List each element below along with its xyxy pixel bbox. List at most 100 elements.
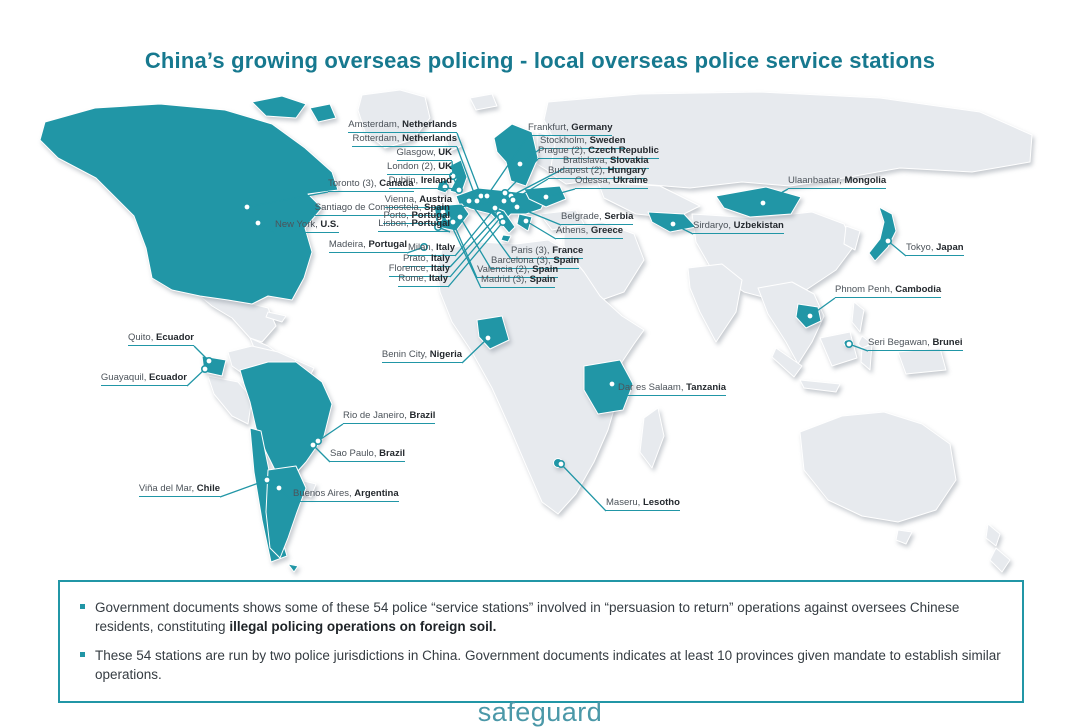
label-country: Spain: [532, 264, 559, 275]
label-city: Maseru,: [606, 497, 643, 508]
map-india: [687, 263, 743, 343]
map-label-guayaquil: Guayaquil, Ecuador: [100, 372, 187, 386]
bullet-square-icon: [80, 652, 85, 658]
label-city: Amsterdam,: [348, 119, 403, 130]
station-marker-dar-es-salaam: [607, 379, 616, 388]
label-city: Florence,: [388, 263, 431, 274]
label-country: Ireland: [420, 175, 452, 186]
note-2-text: These 54 stations are run by two police …: [95, 648, 1001, 683]
map-new-zealand-south: [989, 547, 1011, 573]
map-russia: [543, 91, 1033, 189]
label-city: Dar es Salaam,: [618, 382, 687, 393]
label-city: Seri Begawan,: [868, 337, 933, 348]
label-country: Portugal: [411, 210, 450, 221]
label-city: Odessa,: [575, 175, 614, 186]
map-borneo: [819, 331, 858, 367]
label-city: Rio de Janeiro,: [343, 410, 410, 421]
leader-line-madrid: [447, 217, 482, 289]
map-label-frankfurt: Frankfurt, Germany: [528, 122, 613, 136]
station-marker-valencia: [448, 218, 457, 227]
map-sumatra: [771, 347, 803, 378]
station-marker-madeira: [419, 243, 428, 252]
map-label-sirdaryo: Sirdaryo, Uzbekistan: [693, 220, 784, 234]
map-label-glasgow: Glasgow, UK: [396, 147, 452, 161]
station-marker-toronto: [243, 203, 252, 212]
label-country: Netherlands: [402, 133, 457, 144]
map-label-stockholm: Stockholm, Sweden: [540, 135, 626, 149]
station-marker-odessa: [541, 193, 550, 202]
map-label-prato: Prato, Italy: [402, 253, 450, 267]
label-city: Dublin,: [388, 175, 421, 186]
leader-line-maseru: [560, 463, 607, 512]
label-country: Germany: [571, 122, 613, 133]
station-marker-barcelona: [455, 213, 464, 222]
leader-line-phnom-penh: [809, 297, 836, 317]
bullet-square-icon: [80, 604, 85, 609]
map-label-bratislava: Bratislava, Slovakia: [563, 155, 649, 169]
label-country: Greece: [590, 225, 624, 236]
map-argentina: [265, 465, 307, 559]
station-marker-frankfurt: [482, 192, 491, 201]
label-country: Mongolia: [844, 175, 887, 186]
label-country: Argentina: [354, 488, 399, 499]
station-marker-benin-city: [483, 333, 492, 342]
label-city: Madrid (3),: [481, 274, 530, 285]
map-label-odessa: Odessa, Ukraine: [575, 175, 648, 189]
label-country: Brazil: [409, 410, 436, 421]
leader-line-barcelona: [459, 216, 492, 270]
map-label-paris: Paris (3), France: [511, 245, 584, 259]
leader-line-rotterdam: [456, 146, 478, 202]
label-country: UK: [438, 147, 452, 158]
leader-line-ulaanbaatar: [762, 188, 789, 204]
map-new-guinea: [897, 347, 947, 375]
label-city: Sao Paulo,: [330, 448, 380, 459]
label-city: Buenos Aires,: [293, 488, 355, 499]
label-country: Uzbekistan: [733, 220, 784, 231]
map-label-athens: Athens, Greece: [556, 225, 624, 239]
label-city: Vienna,: [384, 194, 420, 205]
leader-line-stockholm: [519, 148, 541, 165]
label-city: Prague (2),: [538, 145, 589, 156]
note-item-2: These 54 stations are run by two police …: [80, 646, 1002, 684]
map-arctic-islands-east: [309, 103, 337, 123]
safeguard-logo: safeguard: [477, 697, 603, 727]
label-city: Rotterdam,: [352, 133, 403, 144]
label-country: Serbia: [604, 211, 634, 222]
map-label-prague: Prague (2), Czech Republic: [538, 145, 659, 159]
map-southeast-asia: [757, 281, 825, 365]
label-country: Cambodia: [895, 284, 942, 295]
leader-line-bratislava: [510, 168, 564, 197]
map-new-zealand-north: [985, 523, 1001, 547]
map-label-amsterdam: Amsterdam, Netherlands: [348, 119, 457, 133]
leader-line-frankfurt: [486, 135, 529, 197]
label-city: Valencia (2),: [477, 264, 533, 275]
map-label-buenos-aires: Buenos Aires, Argentina: [293, 488, 399, 502]
label-city: Milan,: [408, 242, 436, 253]
label-country: UK: [438, 161, 452, 172]
label-city: Belgrade,: [561, 211, 605, 222]
label-city: Rome,: [398, 273, 429, 284]
map-label-vienna: Vienna, Austria: [384, 194, 452, 208]
label-country: U.S.: [320, 219, 339, 230]
label-city: Stockholm,: [540, 135, 590, 146]
map-label-barcelona: Barcelona (3), Spain: [491, 255, 580, 269]
label-city: Glasgow,: [396, 147, 439, 158]
label-city: New York,: [275, 219, 321, 230]
label-city: Budapest (2),: [548, 165, 608, 176]
label-country: Spain: [529, 274, 556, 285]
label-country: Chile: [196, 483, 220, 494]
map-label-santiago-de-compostela: Santiago de Compostela, Spain: [314, 202, 450, 216]
map-label-madeira: Madeira, Portugal: [328, 239, 407, 253]
label-country: Italy: [428, 273, 448, 284]
map-australia: [799, 411, 957, 523]
label-city: Phnom Penh,: [835, 284, 896, 295]
label-city: London (2),: [387, 161, 439, 172]
map-label-lisbon: Lisbon, Portugal: [378, 218, 450, 232]
label-city: Ulaanbaatar,: [788, 175, 845, 186]
station-marker-madrid: [443, 214, 452, 223]
label-country: Ukraine: [613, 175, 648, 186]
station-marker-budapest: [508, 196, 517, 205]
map-arctic-islands: [251, 95, 307, 119]
